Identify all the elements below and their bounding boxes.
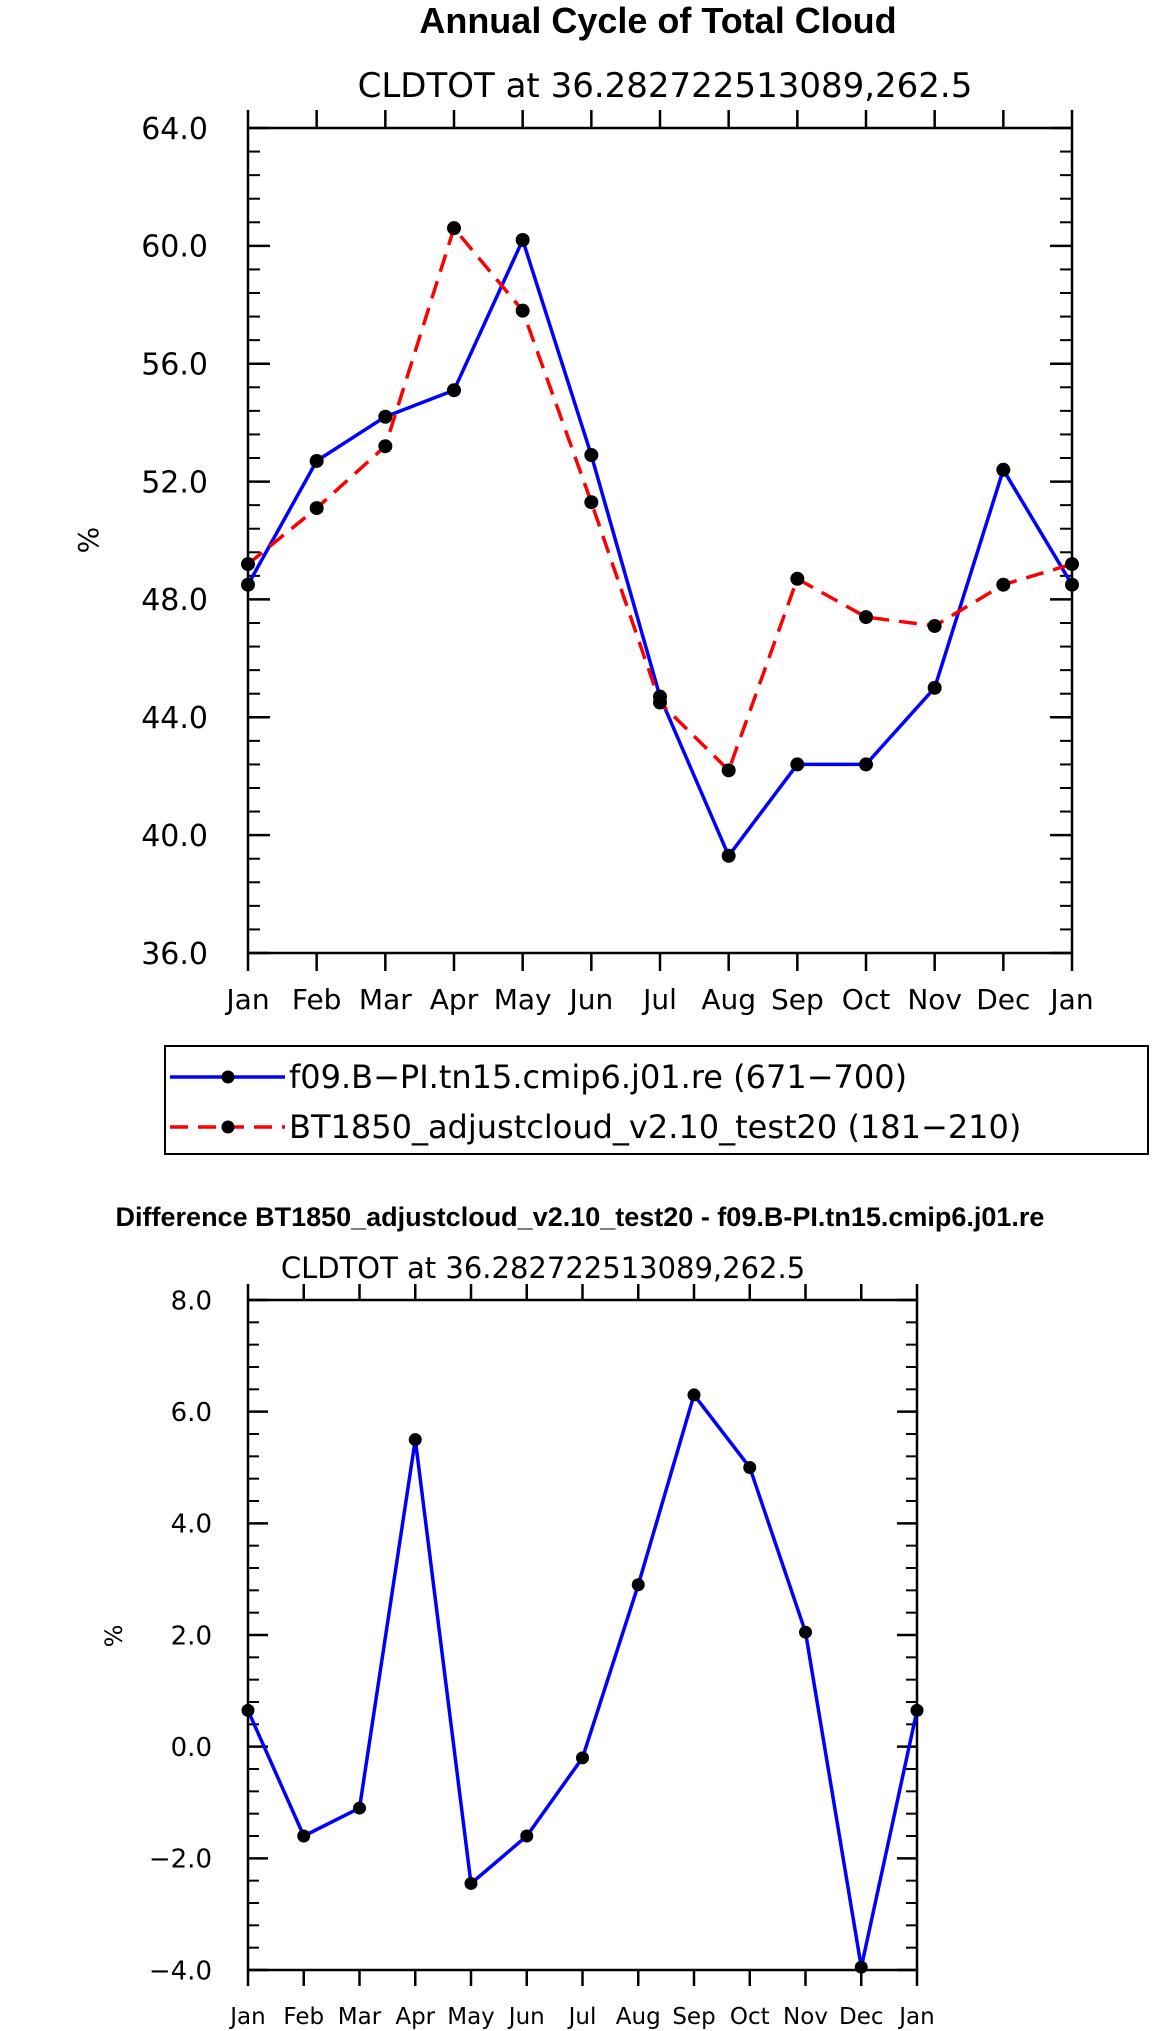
chart2-series-1-point	[910, 1703, 924, 1717]
chart1-series-2-point	[378, 439, 393, 454]
chart1-series-1-point	[378, 409, 393, 424]
chart-difference: Difference BT1850_adjustcloud_v2.10_test…	[100, 1202, 1044, 2030]
chart1-xtick-label: Apr	[430, 983, 479, 1016]
chart2-series-1-point	[353, 1801, 366, 1815]
chart1-series-1-point	[241, 577, 255, 592]
chart1-series-1-point	[584, 448, 599, 463]
chart2-xtick-label: Jan	[228, 2004, 265, 2030]
chart2-series-1-point	[799, 1625, 812, 1639]
chart1-series-1-point	[790, 757, 805, 772]
chart2-xtick-label: Jan	[897, 2004, 934, 2030]
chart1-series-1-point	[996, 462, 1011, 477]
chart2-ytick-label: −4.0	[149, 1956, 212, 1986]
chart1-ytick-label: 52.0	[141, 465, 208, 500]
chart1-series-2-point	[584, 495, 599, 510]
chart2-series-1-point	[743, 1461, 757, 1474]
chart2-subtitle: CLDTOT at 36.282722513089,262.5	[281, 1251, 805, 1285]
chart2-xtick-label: Nov	[783, 2004, 828, 2030]
chart1-series-2-point	[241, 557, 255, 572]
chart2-xtick-label: Aug	[616, 2004, 661, 2030]
chart1-series-2-point	[309, 501, 324, 516]
chart2-series-1-line	[246, 1393, 919, 1969]
legend-label-series-2: BT1850_adjustcloud_v2.10_test20 (181−210…	[289, 1108, 1021, 1146]
chart1-series-1-line	[246, 238, 1074, 858]
chart2-ytick-label: 6.0	[171, 1398, 212, 1428]
chart1-series-2-point	[447, 221, 461, 236]
chart1-series-1-point	[859, 757, 873, 772]
chart1-series-2-point	[653, 695, 667, 710]
chart2-title: Difference BT1850_adjustcloud_v2.10_test…	[116, 1202, 1045, 1232]
chart1-plot-frame	[246, 126, 1074, 955]
chart2-series-1-point	[687, 1388, 701, 1402]
chart1-xtick-label: Jun	[567, 983, 613, 1016]
chart1-xtick-label: Mar	[359, 983, 412, 1016]
chart1-xtick-label: Dec	[976, 983, 1030, 1016]
chart1-xtick-label: Feb	[292, 983, 342, 1016]
chart1-xtick-label: Jan	[224, 983, 269, 1016]
chart1-series-1-point	[515, 232, 530, 247]
chart1-series-2-point	[859, 610, 873, 625]
chart2-xtick-label: Feb	[283, 2004, 324, 2030]
legend: f09.B−PI.tn15.cmip6.j01.re (671−700) BT1…	[164, 1045, 1149, 1155]
chart1-xtick-label: May	[494, 983, 552, 1016]
chart2-ytick-label: 2.0	[171, 1621, 212, 1651]
chart1-ytick-label: 56.0	[141, 348, 208, 383]
chart2-ytick-label: 4.0	[171, 1510, 212, 1540]
chart2-series-1-point	[297, 1829, 311, 1843]
chart1-xtick-label: Jul	[641, 983, 677, 1016]
chart1-series-2-point	[996, 577, 1011, 592]
chart1-title: Annual Cycle of Total Cloud	[419, 0, 896, 41]
chart1-series-1-point	[927, 680, 942, 695]
chart2-series-1-point	[576, 1751, 589, 1765]
chart2-xtick-label: Apr	[395, 2004, 435, 2030]
chart2-ytick-label: 0.0	[171, 1733, 212, 1763]
chart2-xtick-label: May	[447, 2004, 495, 2030]
chart2-xtick-label: Mar	[338, 2004, 382, 2030]
chart1-ytick-label: 64.0	[141, 112, 208, 147]
chart1-ytick-label: 60.0	[141, 230, 208, 265]
chart1-series-2-point	[790, 571, 805, 586]
legend-marker-series-2	[221, 1120, 235, 1134]
chart1-xtick-label: Oct	[842, 983, 890, 1016]
legend-box	[164, 1045, 1149, 1155]
chart1-series-1-point	[1065, 577, 1079, 592]
chart1-xtick-label: Aug	[701, 983, 756, 1016]
chart2-plot-frame	[246, 1298, 919, 1972]
chart2-series-1-point	[520, 1829, 534, 1843]
legend-marker-series-1	[221, 1070, 235, 1084]
chart2-series-1-point	[854, 1960, 868, 1974]
chart1-series-2-point	[721, 763, 736, 778]
legend-label-series-1: f09.B−PI.tn15.cmip6.j01.re (671−700)	[289, 1058, 907, 1096]
chart1-series-1-point	[447, 383, 461, 398]
chart2-series-1-point	[408, 1433, 422, 1447]
chart1-xtick-label: Sep	[771, 983, 824, 1016]
chart2-ytick-label: 8.0	[171, 1286, 212, 1316]
chart1-xtick-label: Jan	[1048, 983, 1093, 1016]
chart1-ytick-label: 44.0	[141, 701, 208, 736]
chart2-series-1-point	[241, 1703, 255, 1717]
chart1-series-2-point	[927, 618, 942, 633]
chart1-ytick-label: 48.0	[141, 583, 208, 618]
chart2-xtick-label: Dec	[839, 2004, 884, 2030]
chart2-xtick-label: Sep	[672, 2004, 715, 2030]
chart1-subtitle: CLDTOT at 36.282722513089,262.5	[358, 66, 973, 106]
chart1-series-2-point	[515, 303, 530, 318]
chart2-ylabel: %	[100, 1625, 128, 1648]
chart2-xtick-label: Jun	[507, 2004, 545, 2030]
chart2-ytick-label: −2.0	[149, 1845, 212, 1875]
chart-annual-cycle: Annual Cycle of Total Cloud CLDTOT at 36…	[72, 0, 1094, 1016]
chart2-xtick-label: Jul	[567, 2004, 597, 2030]
chart1-ytick-label: 40.0	[141, 819, 208, 854]
chart1-ytick-label: 36.0	[141, 937, 208, 972]
chart1-series-2-point	[1065, 557, 1079, 572]
chart1-series-2-line	[246, 226, 1073, 773]
chart2-xtick-label: Oct	[730, 2004, 770, 2030]
chart2-series-1-point	[464, 1876, 478, 1890]
chart1-xtick-label: Nov	[907, 983, 962, 1016]
chart2-series-1-point	[631, 1578, 645, 1592]
chart1-ylabel: %	[72, 527, 105, 554]
chart1-series-1-point	[309, 453, 324, 468]
chart1-series-1-point	[721, 848, 736, 863]
